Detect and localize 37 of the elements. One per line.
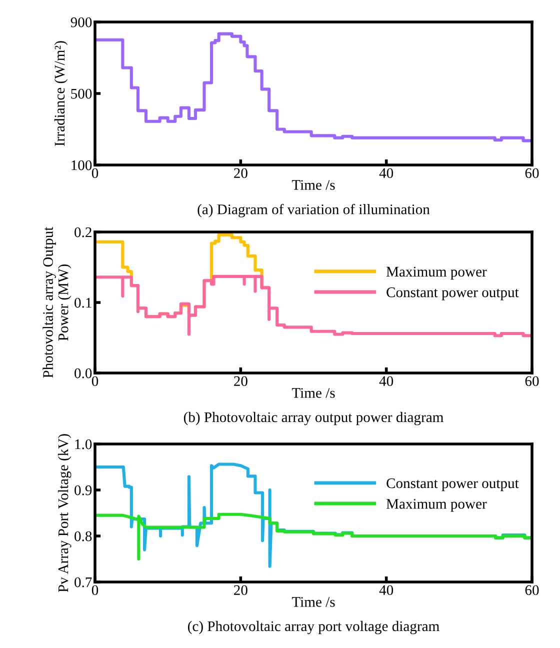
y-tick-label: 0.9: [74, 485, 92, 496]
x-tick-label: 20: [234, 168, 248, 178]
y-tick-label: 0.7: [74, 577, 92, 588]
legend-label: Maximum power: [386, 266, 487, 280]
y-axis-title: Irradiance (W/m²): [54, 41, 68, 146]
x-tick-label: 20: [234, 376, 248, 386]
x-tick-label: 40: [379, 168, 394, 178]
x-tick-label: 60: [525, 376, 539, 386]
y-tick-label: 0.8: [74, 531, 92, 542]
y-tick-label: 100: [72, 160, 92, 170]
y-tick-label: 1.0: [75, 439, 92, 450]
x-axis-title: Time /s: [292, 388, 335, 398]
x-tick-label: 0: [92, 585, 98, 596]
text: (c) Photovoltaic array port voltage diagram: [188, 620, 440, 634]
x-tick-label: 0: [92, 376, 98, 386]
x-tick-label: 60: [525, 585, 539, 596]
y-tick-label: 500: [71, 88, 92, 99]
legend-label: Constant power output: [386, 287, 519, 300]
y-tick-label: 0.0: [74, 368, 92, 378]
x-tick-label: 0: [92, 168, 98, 178]
x-tick-label: 40: [379, 376, 394, 386]
line-series: [95, 512, 532, 561]
y-axis-title: Pv Array Port Voltage (kV): [58, 434, 72, 592]
x-axis-title: Time /s: [292, 180, 335, 190]
x-tick-label: 20: [234, 585, 248, 596]
y-tick-label: 0.2: [74, 227, 92, 238]
x-tick-label: 60: [525, 168, 539, 178]
text: (b) Photovoltaic array output power diagram: [184, 412, 444, 426]
legend-label: Constant power output: [386, 478, 519, 492]
line-series: [95, 32, 532, 142]
y-tick-label: 900: [70, 17, 92, 28]
x-tick-label: 40: [379, 585, 394, 596]
x-axis-title: Time /s: [292, 597, 335, 607]
y-tick-label: 0.1: [74, 298, 92, 308]
y-axis-title: Photovoltaic array Output Power (MW): [42, 226, 72, 378]
text: (a) Diagram of variation of illumination: [198, 204, 430, 218]
legend-label: Maximum power: [386, 498, 487, 512]
